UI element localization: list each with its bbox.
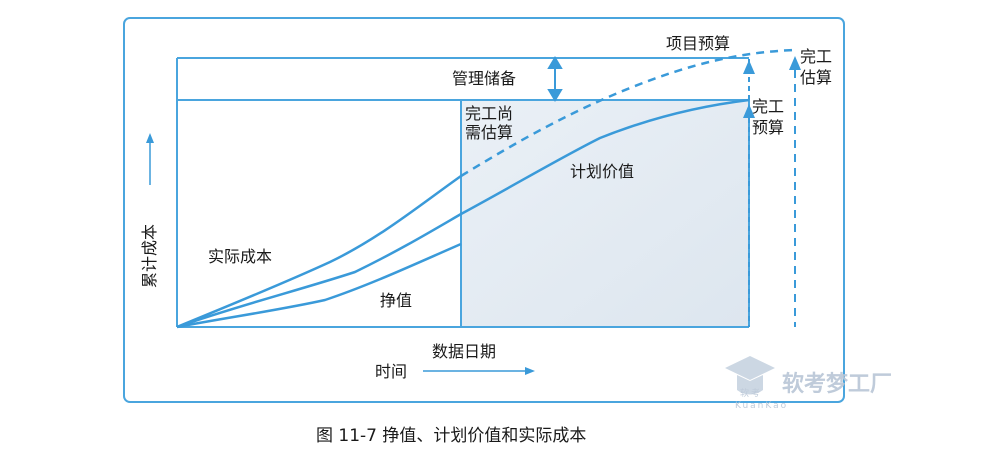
etc-label-line2: 需估算 bbox=[465, 123, 513, 142]
x-axis-label: 时间 bbox=[375, 362, 407, 381]
watermark: 软考 软考梦工厂 KuanKao bbox=[725, 356, 892, 411]
reserve-arrow bbox=[547, 56, 563, 102]
reserve-label: 管理储备 bbox=[452, 69, 516, 88]
budget-label: 项目预算 bbox=[666, 34, 730, 53]
watermark-logo-text: 软考 bbox=[740, 387, 762, 399]
x-axis-arrow bbox=[423, 367, 535, 375]
etc-label-line1: 完工尚 bbox=[465, 104, 513, 123]
actual-cost-line bbox=[176, 174, 462, 329]
watermark-brand: 软考梦工厂 bbox=[782, 371, 892, 397]
data-date-label: 数据日期 bbox=[432, 342, 496, 361]
graduation-cap-icon bbox=[725, 356, 775, 395]
bac-marker bbox=[743, 58, 755, 327]
figure-caption: 图 11-7 挣值、计划价值和实际成本 bbox=[316, 426, 586, 446]
eac-label-line1: 完工 bbox=[800, 47, 832, 66]
y-axis-arrow bbox=[146, 133, 154, 185]
eac-marker bbox=[789, 56, 801, 327]
future-area-shade bbox=[461, 100, 749, 327]
earned-value-line bbox=[176, 242, 462, 329]
bac-label-line1: 完工 bbox=[752, 97, 784, 116]
y-axis-label: 累计成本 bbox=[140, 224, 159, 288]
watermark-sub: KuanKao bbox=[735, 401, 788, 411]
actual-cost-forecast-line bbox=[460, 48, 796, 178]
planned-value-line bbox=[176, 98, 750, 329]
ac-label: 实际成本 bbox=[208, 247, 272, 266]
eac-label-line2: 估算 bbox=[800, 68, 832, 87]
ev-label: 挣值 bbox=[380, 291, 412, 310]
bac-label-line2: 预算 bbox=[752, 118, 784, 137]
pv-label: 计划价值 bbox=[570, 162, 634, 181]
